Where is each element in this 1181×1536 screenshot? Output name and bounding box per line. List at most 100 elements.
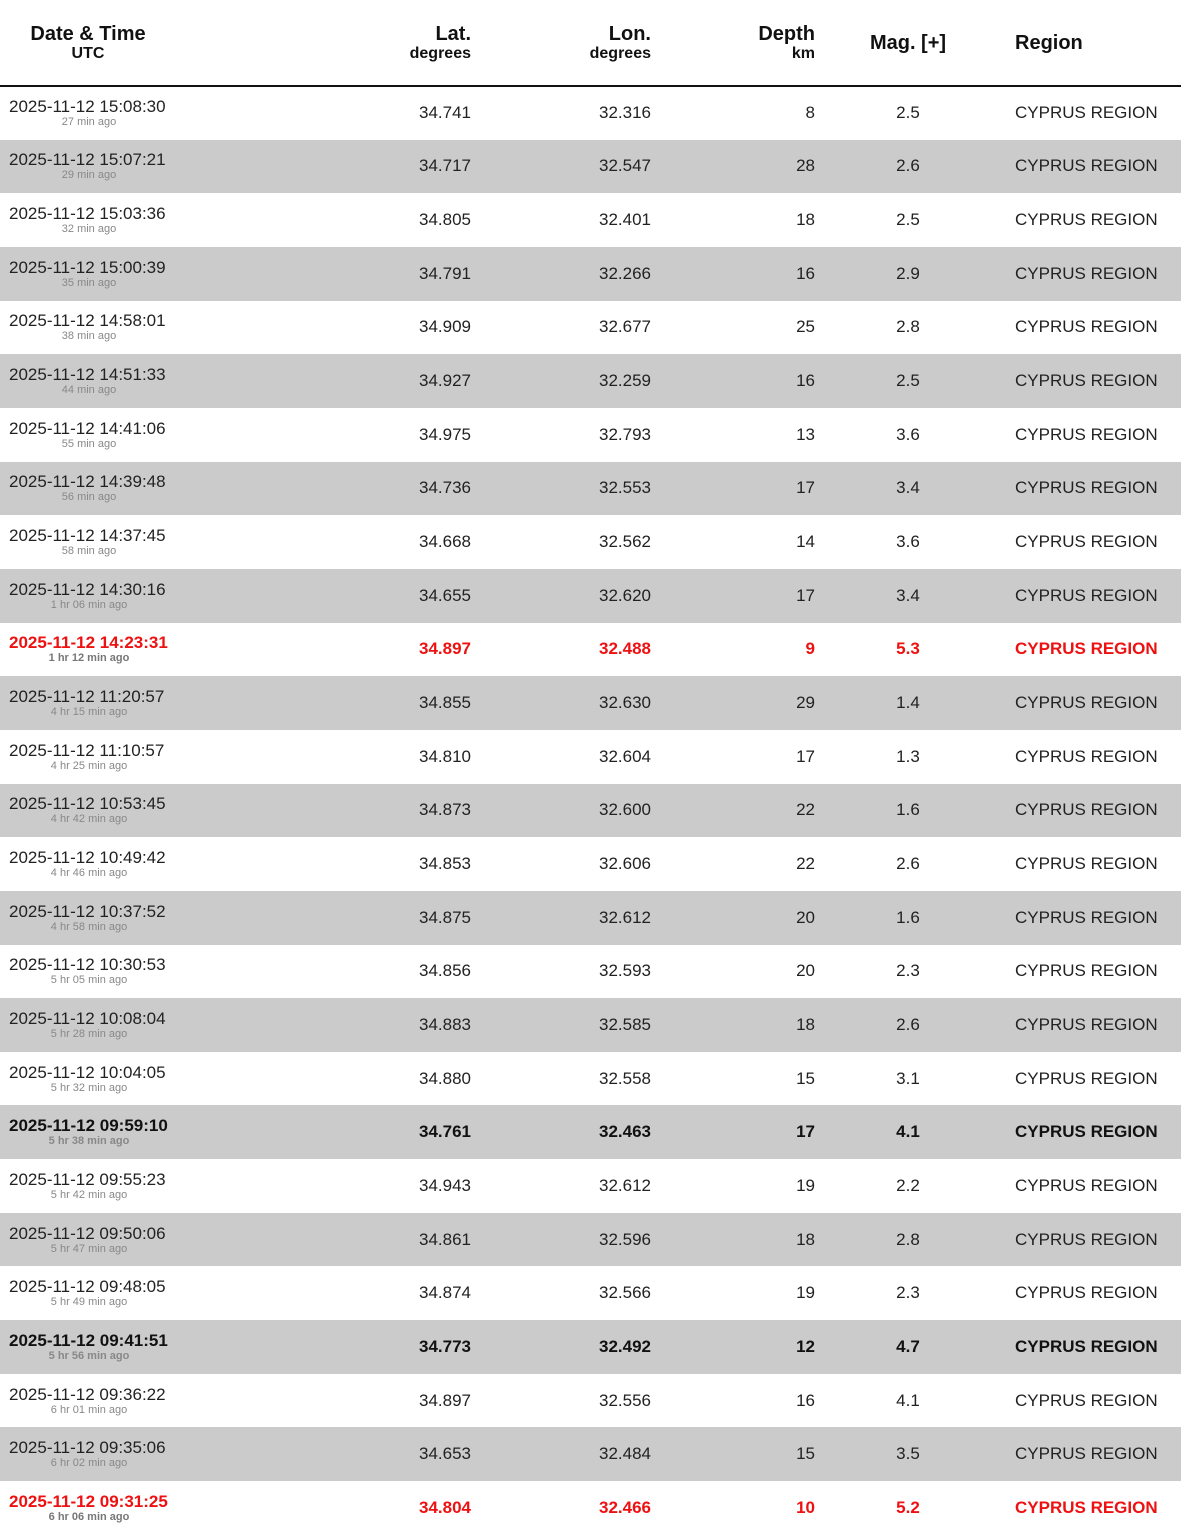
event-datetime[interactable]: 2025-11-12 15:08:30 bbox=[9, 97, 166, 117]
table-row[interactable]: 2025-11-12 15:03:36 32 min ago 34.805 32.40… bbox=[0, 193, 1181, 247]
event-datetime[interactable]: 2025-11-12 10:53:45 bbox=[9, 794, 166, 814]
table-row[interactable]: 2025-11-12 09:50:06 5 hr 47 min ago 34.861… bbox=[0, 1212, 1181, 1267]
cell-lat: 34.875 bbox=[419, 907, 471, 927]
cell-depth: 14 bbox=[796, 532, 815, 552]
column-mag-label: Mag. [+] bbox=[869, 31, 947, 54]
cell-datetime: 2025-11-12 10:37:52 4 hr 58 min ago bbox=[0, 891, 300, 945]
column-depth[interactable]: Depth km bbox=[651, 0, 815, 87]
table-row[interactable]: 2025-11-12 11:20:57 4 hr 15 min ago 34.855… bbox=[0, 676, 1181, 730]
event-age: 1 hr 12 min ago bbox=[48, 652, 130, 665]
cell-lon: 32.562 bbox=[599, 532, 651, 552]
event-datetime[interactable]: 2025-11-12 11:10:57 bbox=[9, 740, 165, 760]
table-row[interactable]: 2025-11-12 14:51:33 44 min ago 34.927 32.25… bbox=[0, 354, 1181, 408]
table-row[interactable]: 2025-11-12 14:23:31 1 hr 12 min ago 34.897… bbox=[0, 623, 1181, 677]
table-row[interactable]: 2025-11-12 09:36:22 6 hr 01 min ago 34.897… bbox=[0, 1374, 1181, 1428]
cell-lat: 34.883 bbox=[419, 1014, 471, 1034]
event-datetime[interactable]: 2025-11-12 09:48:05 bbox=[9, 1277, 166, 1297]
cell-lon: 32.266 bbox=[599, 263, 651, 283]
cell-mag: 3.6 bbox=[896, 424, 920, 444]
table-row[interactable]: 2025-11-12 14:37:45 58 min ago 34.668 32.56… bbox=[0, 515, 1181, 569]
cell-mag: 2.3 bbox=[896, 961, 920, 981]
event-datetime[interactable]: 2025-11-12 14:41:06 bbox=[9, 418, 166, 438]
table-row[interactable]: 2025-11-12 14:41:06 55 min ago 34.975 32.79… bbox=[0, 408, 1181, 462]
event-datetime[interactable]: 2025-11-12 10:49:42 bbox=[9, 848, 166, 868]
event-datetime[interactable]: 2025-11-12 09:36:22 bbox=[9, 1384, 166, 1404]
cell-datetime: 2025-11-12 09:55:23 5 hr 42 min ago bbox=[0, 1159, 300, 1213]
event-datetime[interactable]: 2025-11-12 10:30:53 bbox=[9, 955, 166, 975]
table-row[interactable]: 2025-11-12 10:08:04 5 hr 28 min ago 34.883… bbox=[0, 998, 1181, 1052]
table-row[interactable]: 2025-11-12 11:10:57 4 hr 25 min ago 34.810… bbox=[0, 730, 1181, 784]
cell-depth: 17 bbox=[796, 585, 815, 605]
cell-region: CYPRUS REGION bbox=[1015, 210, 1158, 230]
table-row[interactable]: 2025-11-12 15:07:21 29 min ago 34.717 32.54… bbox=[0, 139, 1181, 194]
event-datetime[interactable]: 2025-11-12 10:04:05 bbox=[9, 1062, 166, 1082]
cell-region: CYPRUS REGION bbox=[1015, 532, 1158, 552]
table-header: Date & Time UTC Lat. degrees Lon. degree… bbox=[0, 0, 1181, 87]
event-datetime[interactable]: 2025-11-12 09:31:25 bbox=[9, 1491, 168, 1511]
cell-lat: 34.943 bbox=[419, 1175, 471, 1195]
cell-region: CYPRUS REGION bbox=[1015, 800, 1158, 820]
table-row[interactable]: 2025-11-12 09:55:23 5 hr 42 min ago 34.943… bbox=[0, 1159, 1181, 1213]
cell-lat: 34.653 bbox=[419, 1444, 471, 1464]
cell-lat: 34.874 bbox=[419, 1283, 471, 1303]
event-datetime[interactable]: 2025-11-12 14:51:33 bbox=[9, 365, 166, 385]
column-date[interactable]: Date & Time UTC bbox=[0, 0, 300, 87]
event-datetime[interactable]: 2025-11-12 15:00:39 bbox=[9, 257, 166, 277]
event-datetime[interactable]: 2025-11-12 14:58:01 bbox=[9, 311, 166, 331]
event-datetime[interactable]: 2025-11-12 10:08:04 bbox=[9, 1008, 166, 1028]
table-row[interactable]: 2025-11-12 10:37:52 4 hr 58 min ago 34.875… bbox=[0, 890, 1181, 945]
cell-region: CYPRUS REGION bbox=[1015, 907, 1158, 927]
table-row[interactable]: 2025-11-12 10:04:05 5 hr 32 min ago 34.880… bbox=[0, 1052, 1181, 1106]
cell-depth: 20 bbox=[796, 907, 815, 927]
cell-mag: 1.4 bbox=[896, 693, 920, 713]
event-age: 5 hr 56 min ago bbox=[48, 1349, 130, 1362]
table-row[interactable]: 2025-11-12 10:30:53 5 hr 05 min ago 34.856… bbox=[0, 945, 1181, 999]
table-row[interactable]: 2025-11-12 14:30:16 1 hr 06 min ago 34.655… bbox=[0, 568, 1181, 623]
event-datetime[interactable]: 2025-11-12 10:37:52 bbox=[9, 901, 166, 921]
column-region[interactable]: Region bbox=[1001, 0, 1181, 87]
cell-lat: 34.927 bbox=[419, 371, 471, 391]
cell-lat: 34.873 bbox=[419, 800, 471, 820]
event-datetime[interactable]: 2025-11-12 14:39:48 bbox=[9, 472, 166, 492]
cell-lon: 32.612 bbox=[599, 907, 651, 927]
column-lon[interactable]: Lon. degrees bbox=[471, 0, 651, 87]
column-region-label: Region bbox=[1015, 31, 1083, 54]
cell-lat: 34.804 bbox=[419, 1497, 471, 1517]
event-age: 55 min ago bbox=[61, 437, 117, 450]
table-row[interactable]: 2025-11-12 10:49:42 4 hr 46 min ago 34.853… bbox=[0, 837, 1181, 891]
event-datetime[interactable]: 2025-11-12 09:35:06 bbox=[9, 1438, 166, 1458]
event-datetime[interactable]: 2025-11-12 11:20:57 bbox=[9, 687, 165, 707]
cell-depth: 20 bbox=[796, 961, 815, 981]
table-row[interactable]: 2025-11-12 10:53:45 4 hr 42 min ago 34.873… bbox=[0, 783, 1181, 838]
cell-datetime: 2025-11-12 09:36:22 6 hr 01 min ago bbox=[0, 1374, 300, 1428]
table-row[interactable]: 2025-11-12 14:58:01 38 min ago 34.909 32.67… bbox=[0, 301, 1181, 355]
table-row[interactable]: 2025-11-12 15:08:30 27 min ago 34.741 32.31… bbox=[0, 86, 1181, 140]
event-datetime[interactable]: 2025-11-12 14:37:45 bbox=[9, 526, 166, 546]
table-row[interactable]: 2025-11-12 09:41:51 5 hr 56 min ago 34.773… bbox=[0, 1320, 1181, 1374]
column-depth-unit: km bbox=[791, 44, 815, 62]
table-row[interactable]: 2025-11-12 09:59:10 5 hr 38 min ago 34.761… bbox=[0, 1105, 1181, 1160]
event-datetime[interactable]: 2025-11-12 14:23:31 bbox=[9, 633, 168, 653]
event-datetime[interactable]: 2025-11-12 09:55:23 bbox=[9, 1169, 166, 1189]
column-lat[interactable]: Lat. degrees bbox=[300, 0, 471, 87]
event-datetime[interactable]: 2025-11-12 09:50:06 bbox=[9, 1223, 166, 1243]
event-datetime[interactable]: 2025-11-12 15:03:36 bbox=[9, 204, 166, 224]
event-age: 44 min ago bbox=[61, 384, 117, 397]
table-row[interactable]: 2025-11-12 09:35:06 6 hr 02 min ago 34.653… bbox=[0, 1427, 1181, 1482]
event-datetime[interactable]: 2025-11-12 15:07:21 bbox=[9, 150, 166, 170]
cell-lon: 32.488 bbox=[599, 639, 651, 659]
table-row[interactable]: 2025-11-12 14:39:48 56 min ago 34.736 32.55… bbox=[0, 461, 1181, 516]
table-row[interactable]: 2025-11-12 09:48:05 5 hr 49 min ago 34.874… bbox=[0, 1266, 1181, 1320]
event-datetime[interactable]: 2025-11-12 09:41:51 bbox=[9, 1330, 168, 1350]
event-age: 5 hr 28 min ago bbox=[50, 1027, 128, 1040]
table-row[interactable]: 2025-11-12 09:31:25 6 hr 06 min ago 34.804… bbox=[0, 1481, 1181, 1535]
column-lat-unit: degrees bbox=[409, 44, 471, 62]
cell-lat: 34.736 bbox=[419, 478, 471, 498]
cell-depth: 17 bbox=[796, 1122, 815, 1142]
cell-depth: 15 bbox=[796, 1068, 815, 1088]
cell-lon: 32.463 bbox=[599, 1122, 651, 1142]
event-datetime[interactable]: 2025-11-12 14:30:16 bbox=[9, 579, 166, 599]
table-row[interactable]: 2025-11-12 15:00:39 35 min ago 34.791 32.26… bbox=[0, 246, 1181, 301]
column-mag[interactable]: Mag. [+] bbox=[815, 0, 1001, 87]
event-datetime[interactable]: 2025-11-12 09:59:10 bbox=[9, 1116, 168, 1136]
